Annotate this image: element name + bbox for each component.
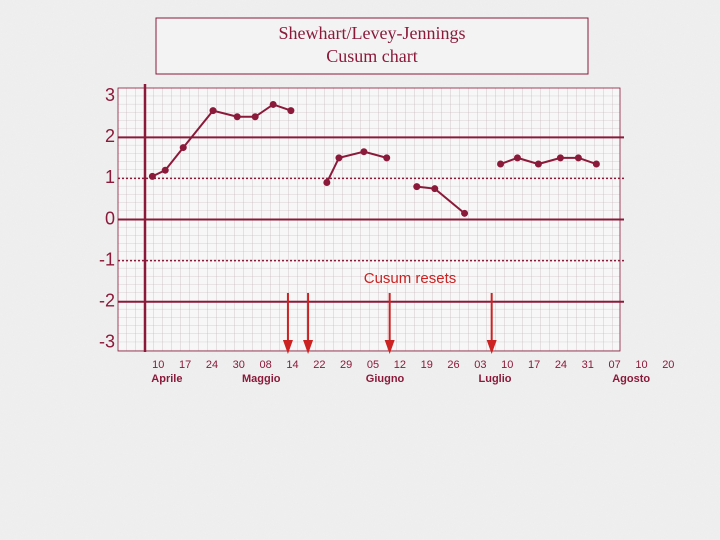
x-tick-label: 10 bbox=[501, 359, 513, 371]
month-label: Luglio bbox=[479, 373, 512, 385]
y-tick-label: -2 bbox=[99, 290, 115, 310]
x-tick-label: 14 bbox=[286, 359, 298, 371]
month-label: Maggio bbox=[242, 373, 281, 385]
y-tick-label: 0 bbox=[105, 208, 115, 228]
point bbox=[534, 160, 542, 168]
month-label: Aprile bbox=[151, 373, 182, 385]
point bbox=[592, 160, 600, 168]
x-tick-label: 24 bbox=[555, 359, 567, 371]
point bbox=[574, 154, 582, 162]
x-tick-label: 29 bbox=[340, 359, 352, 371]
x-tick-label: 30 bbox=[233, 359, 245, 371]
chart-title: Shewhart/Levey-Jennings bbox=[279, 23, 466, 43]
point bbox=[287, 107, 295, 115]
line bbox=[151, 103, 292, 178]
y-tick-label: 2 bbox=[105, 126, 115, 146]
x-tick-label: 26 bbox=[447, 359, 459, 371]
x-tick-label: 19 bbox=[421, 359, 433, 371]
point bbox=[413, 183, 421, 191]
point bbox=[383, 154, 391, 162]
y-tick-label: -1 bbox=[99, 249, 115, 269]
x-tick-label: 10 bbox=[635, 359, 647, 371]
x-tick-label: 17 bbox=[179, 359, 191, 371]
y-tick-label: -3 bbox=[99, 332, 115, 352]
point bbox=[497, 160, 505, 168]
x-tick-label: 20 bbox=[662, 359, 674, 371]
point bbox=[209, 107, 217, 115]
x-tick-label: 03 bbox=[474, 359, 486, 371]
point bbox=[233, 113, 241, 121]
y-tick-label: 1 bbox=[105, 167, 115, 187]
point bbox=[251, 113, 259, 121]
point bbox=[323, 179, 331, 187]
point bbox=[335, 154, 343, 162]
title-box bbox=[155, 17, 589, 75]
x-tick-label: 08 bbox=[260, 359, 272, 371]
x-tick-label: 07 bbox=[609, 359, 621, 371]
annotation: Cusum resets bbox=[364, 270, 457, 287]
reset-arrowhead bbox=[303, 340, 314, 354]
reset-arrowhead bbox=[282, 340, 293, 354]
month-label: Agosto bbox=[612, 373, 650, 385]
chart-subtitle: Cusum chart bbox=[326, 46, 418, 66]
x-tick-label: 10 bbox=[152, 359, 164, 371]
point bbox=[556, 154, 564, 162]
reset-arrowhead bbox=[384, 340, 395, 354]
line bbox=[325, 150, 387, 183]
x-tick-label: 22 bbox=[313, 359, 325, 371]
point bbox=[513, 154, 521, 162]
month-label: Giugno bbox=[366, 373, 405, 385]
point bbox=[148, 172, 156, 180]
point bbox=[179, 144, 187, 152]
x-tick-label: 31 bbox=[582, 359, 594, 371]
point bbox=[161, 166, 169, 174]
x-tick-label: 12 bbox=[394, 359, 406, 371]
x-tick-label: 24 bbox=[206, 359, 218, 371]
x-tick-label: 17 bbox=[528, 359, 540, 371]
y-tick-label: 3 bbox=[105, 85, 115, 105]
reset-arrowhead bbox=[486, 340, 497, 354]
point bbox=[269, 100, 277, 108]
point bbox=[431, 185, 439, 193]
point bbox=[461, 209, 469, 217]
x-tick-label: 05 bbox=[367, 359, 379, 371]
point bbox=[360, 148, 368, 156]
